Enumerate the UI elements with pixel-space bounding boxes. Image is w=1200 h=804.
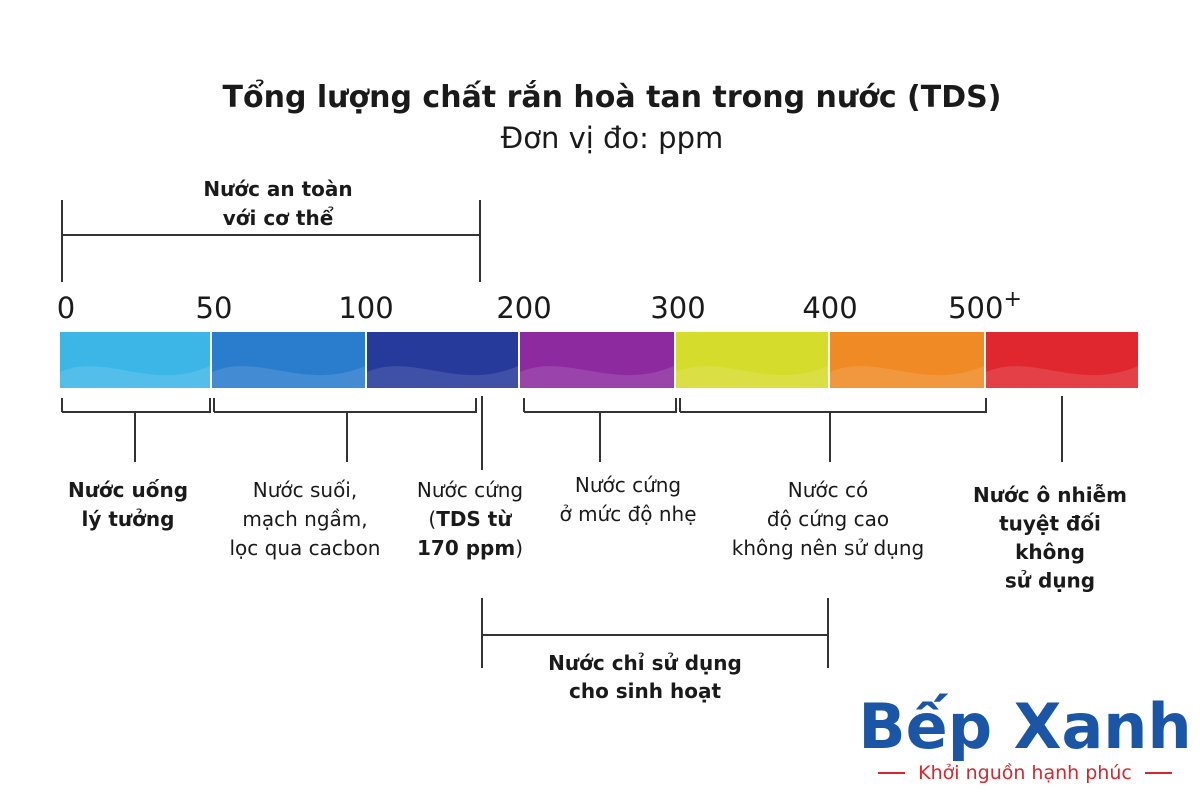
label-line: với cơ thể bbox=[223, 206, 334, 230]
label-line: cho sinh hoạt bbox=[569, 679, 721, 703]
wave bbox=[367, 366, 518, 388]
label-text: không nên sử dụng bbox=[732, 536, 924, 560]
label-text: Nước chỉ sử dụng bbox=[548, 651, 742, 675]
label-line: Nước chỉ sử dụng bbox=[548, 651, 742, 675]
label-text: TDS từ bbox=[436, 507, 512, 531]
label-text: 170 ppm bbox=[417, 536, 515, 560]
top-bracket bbox=[61, 200, 481, 282]
segment bbox=[212, 332, 365, 388]
tick-suffix: + bbox=[1003, 287, 1021, 312]
title: Tổng lượng chất rắn hoà tan trong nước (… bbox=[223, 79, 1002, 115]
label-text: với cơ thể bbox=[223, 206, 334, 230]
label-text: Nước suối, bbox=[253, 478, 357, 502]
label-text: lý tưởng bbox=[82, 507, 175, 531]
brand-tagline: Khởi nguồn hạnh phúc bbox=[918, 762, 1132, 784]
wave bbox=[520, 366, 674, 388]
label-text: độ cứng cao bbox=[767, 507, 889, 531]
label-text: ) bbox=[515, 536, 523, 560]
wave bbox=[212, 366, 365, 388]
label-text: Nước ô nhiễm bbox=[973, 483, 1127, 507]
label-line: tuyệt đối bbox=[999, 512, 1101, 536]
tick-label: 500+ bbox=[948, 287, 1022, 325]
brand: Bếp Xanh Khởi nguồn hạnh phúc bbox=[858, 690, 1191, 784]
segment bbox=[986, 332, 1138, 388]
label-line: độ cứng cao bbox=[767, 507, 889, 531]
bottom-bracket bbox=[481, 598, 829, 668]
wave bbox=[60, 366, 210, 388]
label-text: Nước an toàn bbox=[203, 177, 352, 201]
label-line: sử dụng bbox=[1005, 569, 1095, 593]
label-text: không bbox=[1015, 540, 1085, 564]
label-line: Nước cứng bbox=[417, 478, 523, 502]
label-text: Nước cứng bbox=[575, 473, 681, 497]
label-text: sử dụng bbox=[1005, 569, 1095, 593]
label-line: không bbox=[1015, 540, 1085, 564]
tick-label: 200 bbox=[496, 291, 551, 325]
wave bbox=[676, 366, 828, 388]
tick-label: 400 bbox=[802, 291, 857, 325]
label-line: không nên sử dụng bbox=[732, 536, 924, 560]
brand-name: Bếp Xanh bbox=[858, 690, 1191, 763]
tick-label: 0 bbox=[57, 291, 75, 325]
subtitle: Đơn vị đo: ppm bbox=[501, 121, 723, 155]
label-line: mạch ngầm, bbox=[242, 507, 367, 531]
segment bbox=[520, 332, 674, 388]
label-line: Nước ô nhiễm bbox=[973, 483, 1127, 507]
segment bbox=[676, 332, 828, 388]
label-line: Nước uống bbox=[68, 478, 188, 502]
label-text: lọc qua cacbon bbox=[230, 536, 381, 560]
segment bbox=[830, 332, 984, 388]
segment bbox=[367, 332, 518, 388]
label-text: Nước uống bbox=[68, 478, 188, 502]
label-line: lý tưởng bbox=[82, 507, 175, 531]
tick-label: 50 bbox=[196, 291, 233, 325]
label-line: Nước có bbox=[788, 478, 868, 502]
bracket bbox=[523, 398, 677, 462]
segment bbox=[60, 332, 210, 388]
label-text: ở mức độ nhẹ bbox=[559, 502, 696, 526]
label-line: Nước an toàn bbox=[203, 177, 352, 201]
label-text: Nước cứng bbox=[417, 478, 523, 502]
label-line: Nước suối, bbox=[253, 478, 357, 502]
label-text: tuyệt đối bbox=[999, 512, 1101, 536]
bracket bbox=[679, 398, 987, 462]
label-line: (TDS từ bbox=[428, 507, 512, 531]
label-line: ở mức độ nhẹ bbox=[559, 502, 696, 526]
wave bbox=[986, 366, 1138, 388]
label-text: cho sinh hoạt bbox=[569, 679, 721, 703]
label-line: lọc qua cacbon bbox=[230, 536, 381, 560]
tick-label: 100 bbox=[338, 291, 393, 325]
brackets bbox=[61, 200, 1063, 668]
bracket bbox=[61, 398, 211, 462]
tick-label: 300 bbox=[650, 291, 705, 325]
wave bbox=[830, 366, 984, 388]
label-line: Nước cứng bbox=[575, 473, 681, 497]
label-line: 170 ppm) bbox=[417, 536, 523, 560]
label-text: Nước có bbox=[788, 478, 868, 502]
label-text: mạch ngầm, bbox=[242, 507, 367, 531]
bracket bbox=[213, 398, 477, 462]
label-text: ( bbox=[428, 507, 436, 531]
